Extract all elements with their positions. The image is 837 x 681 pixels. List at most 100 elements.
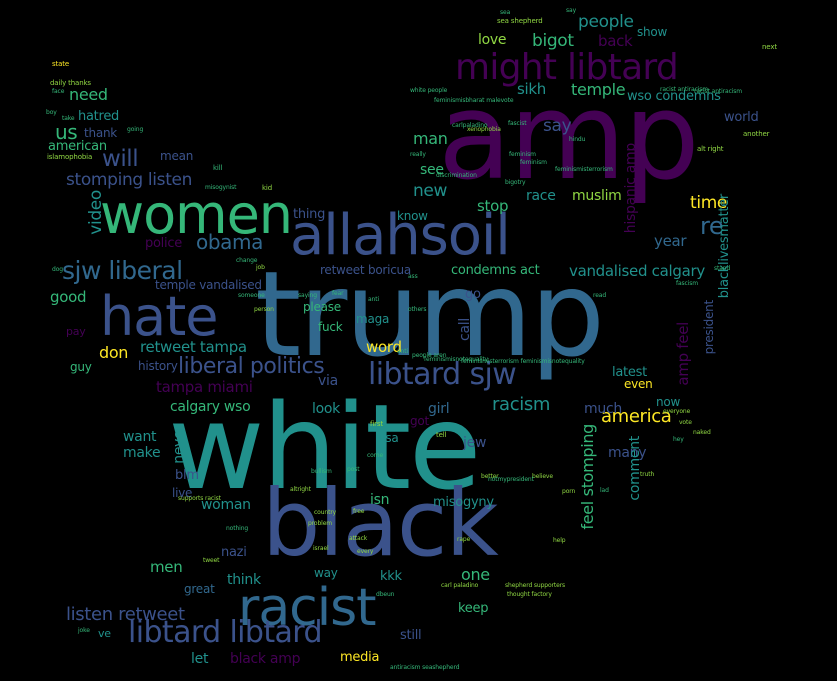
- cloud-word: thought factory: [507, 591, 552, 598]
- cloud-word: sea shepherd: [497, 17, 543, 25]
- cloud-word: racist antiracism: [694, 88, 743, 95]
- cloud-word: israel: [313, 545, 329, 552]
- cloud-word: will: [102, 146, 139, 172]
- cloud-word: thing: [293, 207, 326, 222]
- cloud-word: look: [312, 401, 341, 417]
- cloud-word: temple vandalised: [155, 278, 262, 292]
- cloud-word: tweet: [203, 557, 220, 564]
- cloud-word: police: [145, 236, 183, 251]
- cloud-word: better: [481, 473, 499, 480]
- cloud-word: american: [48, 139, 107, 154]
- cloud-word: woman: [201, 497, 251, 513]
- cloud-word: kill: [213, 164, 223, 172]
- cloud-word: ass: [408, 273, 418, 280]
- cloud-word: someone: [238, 292, 265, 299]
- cloud-word: blm: [175, 468, 199, 483]
- cloud-word: feminismisterrorism feminismisnotequalit…: [461, 358, 585, 365]
- cloud-word: white: [168, 378, 482, 516]
- cloud-word: truth: [640, 471, 655, 478]
- cloud-word: wso condemns: [627, 89, 721, 104]
- cloud-word: live: [172, 486, 193, 500]
- cloud-word: girl: [428, 401, 450, 417]
- cloud-word: make: [123, 445, 161, 461]
- cloud-word: person: [254, 306, 274, 313]
- cloud-word: temple: [571, 80, 626, 99]
- cloud-word: bigotry: [505, 179, 526, 186]
- cloud-word: might libtard: [455, 47, 679, 88]
- cloud-word: fascism: [676, 280, 699, 287]
- cloud-word: show: [637, 25, 668, 39]
- cloud-word: listen retweet: [66, 604, 185, 625]
- cloud-word: want: [123, 429, 157, 445]
- cloud-word: libtard sjw: [368, 357, 517, 392]
- cloud-word: white people: [410, 87, 448, 94]
- cloud-word: guy: [70, 360, 92, 374]
- cloud-word: say: [566, 7, 576, 14]
- cloud-word: love: [478, 32, 507, 48]
- cloud-word: believe: [532, 473, 553, 480]
- cloud-word: amp feel: [674, 322, 692, 386]
- cloud-word: feminismisbharat malevote: [434, 97, 514, 104]
- cloud-word: hatred: [78, 109, 120, 124]
- cloud-word: don: [99, 343, 129, 362]
- cloud-word: back: [598, 32, 633, 50]
- cloud-word: condemns act: [451, 263, 540, 278]
- cloud-word: good: [50, 288, 87, 306]
- cloud-word: another: [743, 130, 770, 138]
- cloud-word: sikh: [517, 80, 546, 98]
- cloud-word: men: [150, 558, 183, 576]
- cloud-word: racism: [492, 394, 551, 415]
- cloud-word: let: [191, 651, 209, 667]
- cloud-word: come: [367, 452, 384, 459]
- cloud-word: us: [55, 120, 78, 144]
- cloud-word: next: [762, 43, 777, 51]
- cloud-word: change: [236, 257, 258, 264]
- cloud-word: saying: [298, 292, 317, 299]
- cloud-word: rape: [457, 536, 471, 543]
- cloud-word: see: [420, 162, 444, 178]
- cloud-word: hey: [673, 436, 684, 443]
- cloud-word: feel stomping: [578, 424, 597, 530]
- cloud-word: first: [370, 420, 383, 428]
- cloud-word: even: [624, 377, 653, 391]
- cloud-word: feminism: [520, 159, 547, 166]
- cloud-word: fuck: [318, 320, 343, 334]
- cloud-word: bullism: [311, 468, 332, 475]
- cloud-word: stomping listen: [66, 170, 193, 190]
- cloud-word: still: [400, 628, 422, 643]
- cloud-word: way: [314, 566, 338, 580]
- cloud-word: lad: [600, 487, 609, 494]
- cloud-word: usa: [378, 431, 399, 445]
- cloud-word: antiracism seashepherd: [390, 664, 460, 671]
- cloud-word: job: [256, 264, 265, 271]
- cloud-word: world: [724, 110, 759, 125]
- cloud-word: hispanic amp: [623, 143, 639, 234]
- cloud-word: america: [601, 406, 672, 427]
- cloud-word: read: [593, 292, 607, 299]
- cloud-word: sjw liberal: [62, 256, 183, 285]
- cloud-word: black: [262, 470, 499, 577]
- cloud-word: naked: [693, 429, 711, 436]
- cloud-word: never: [171, 425, 187, 464]
- cloud-word: stop: [477, 197, 509, 215]
- cloud-word: porn: [562, 488, 576, 495]
- cloud-word: calgary wso: [170, 399, 251, 415]
- cloud-word: great: [184, 582, 215, 596]
- cloud-word: obama: [196, 230, 263, 254]
- cloud-word: xenophobia: [467, 126, 501, 133]
- cloud-word: attack: [349, 535, 368, 542]
- cloud-word: going: [127, 126, 144, 133]
- cloud-word: misogynist: [205, 184, 237, 191]
- cloud-word: nazi: [221, 545, 247, 560]
- cloud-word: keep: [458, 601, 489, 616]
- cloud-word: women: [100, 183, 293, 246]
- cloud-word: race: [526, 188, 556, 204]
- cloud-word: jew: [463, 435, 487, 451]
- cloud-word: free: [353, 508, 365, 515]
- cloud-word: ve: [98, 627, 111, 640]
- cloud-word: post: [347, 466, 360, 473]
- cloud-word: thank: [84, 126, 118, 140]
- cloud-word: year: [654, 232, 687, 250]
- cloud-word: boy: [46, 109, 57, 116]
- cloud-word: feminismisterrorism: [555, 166, 613, 173]
